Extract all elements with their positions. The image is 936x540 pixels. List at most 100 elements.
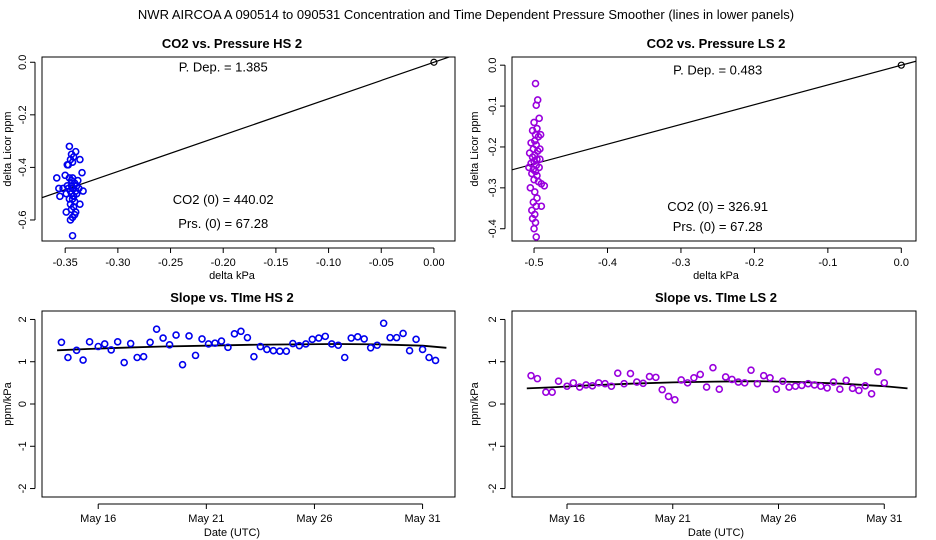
data-point [671,395,679,404]
data-point [425,353,433,362]
data-point [709,363,717,372]
annotation: CO2 (0) = 326.91 [667,199,768,214]
y-axis-title: ppm/kPa [469,381,481,425]
data-point [133,353,141,362]
data-point [601,379,609,388]
y-tick-label: 2 [17,316,29,322]
data-point [120,358,128,367]
data-point [588,382,597,390]
data-point [418,345,427,354]
data-point [172,331,180,339]
annotation: P. Dep. = 0.483 [673,63,762,78]
data-point [563,382,571,391]
panel-title: Slope vs. TIme HS 2 [170,290,294,305]
data-point [159,334,167,342]
data-point [243,333,252,342]
data-point [230,330,239,338]
panel-ls_time: Slope vs. TIme LS 2 May 16 May 21 May 26 May… [469,290,917,539]
data-point [405,346,414,355]
data-point [530,188,539,196]
data-point [139,352,148,361]
x-axis-title: delta kPa [693,270,740,282]
data-point [76,200,84,208]
x-tick-label: -0.4 [598,257,617,269]
data-point [690,373,698,382]
data-point [842,376,850,385]
data-point [353,332,362,341]
data-point [269,346,278,355]
data-point [152,325,161,333]
data-point [721,373,730,381]
data-point [530,118,538,127]
data-point [178,360,187,369]
data-point [527,371,535,380]
data-point [683,379,692,387]
data-point [702,383,711,391]
data-point [753,379,762,388]
y-tick-label: 1 [487,359,499,365]
data-point [536,155,544,164]
data-point [431,356,440,365]
y-tick-label: -2 [487,484,499,494]
x-tick-label: -0.35 [53,257,78,269]
data-point [52,174,61,182]
y-tick-label: -0.2 [487,137,499,156]
x-tick-label: -0.10 [316,257,341,269]
data-point [530,224,538,233]
y-tick-label: -0.3 [487,178,499,197]
data-point [126,339,135,348]
data-point [664,392,673,401]
data-point [696,370,705,379]
data-point [645,372,654,381]
data-point [766,373,774,382]
fit-line [42,57,451,199]
data-point [533,194,541,202]
data-point [532,233,541,241]
y-tick-label: 0.0 [487,58,499,73]
panel-hs_pressure: CO2 vs. Pressure HS 2 -0.35 -0.30 -0.25 -0.2… [2,36,456,282]
y-axis-title: delta Licor ppm [2,111,14,186]
origin-point [897,61,905,69]
x-tick-label: -0.05 [369,257,394,269]
data-point [78,168,86,177]
data-point [639,379,647,388]
y-tick-label: -0.6 [17,210,29,229]
data-point [874,368,882,376]
y-tick-label: 0 [487,401,499,407]
data-point [94,342,103,351]
data-point [386,333,394,342]
data-point [57,338,66,347]
data-point [289,339,297,348]
data-point [224,343,232,352]
panel-ls_pressure: CO2 vs. Pressure LS 2 -0.5 -0.4 -0.3 -0.2 -0.… [469,36,917,282]
x-tick-label: 0.00 [423,257,444,269]
plot-frame [511,310,917,498]
data-point [867,390,876,398]
data-point [165,341,174,349]
data-point [347,334,356,342]
data-point [575,383,584,391]
y-tick-label: -0.1 [487,97,499,116]
data-point [412,335,420,344]
data-point [548,388,556,396]
data-point [191,351,200,360]
data-point [295,341,304,350]
annotation: P. Dep. = 1.385 [179,59,268,74]
origin-point [430,58,438,66]
data-point [759,371,768,380]
plot-frame [41,56,456,242]
data-point [526,184,535,192]
data-point [76,155,84,164]
data-point [747,366,755,374]
data-point [100,340,109,348]
data-point [85,338,94,346]
data-point [855,386,863,395]
x-tick-label: -0.3 [671,257,690,269]
data-point [728,375,736,384]
data-point [79,356,87,364]
plot-area [57,319,447,369]
panels: CO2 vs. Pressure HS 2-0.35 -0.30 -0.25 -0.2… [2,36,917,539]
data-point [321,332,330,341]
data-point [68,231,77,240]
data-point [366,343,375,352]
